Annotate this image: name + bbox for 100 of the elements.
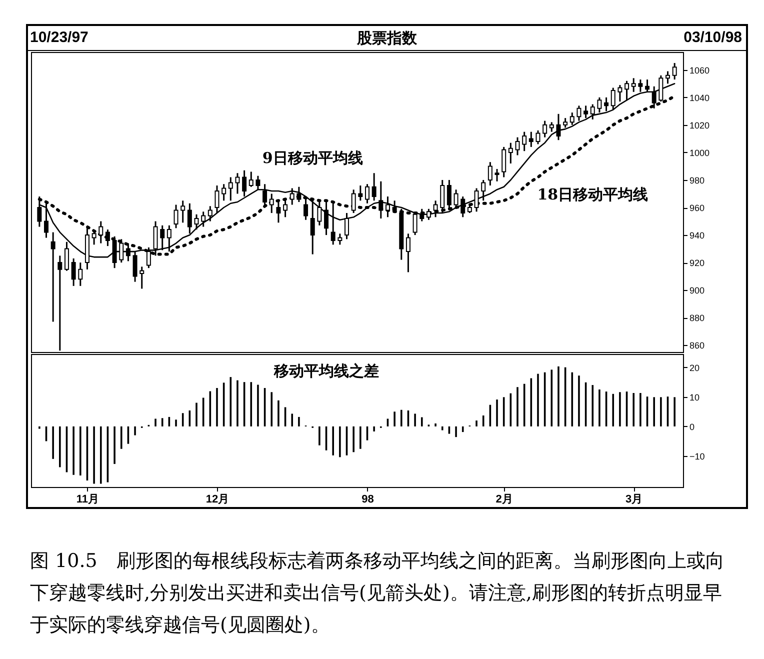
candlestick — [378, 180, 384, 220]
y-tick-label: 20 — [690, 362, 700, 373]
candlestick — [174, 204, 178, 229]
candlestick — [248, 170, 254, 188]
candlestick — [92, 230, 96, 246]
candlestick — [351, 188, 356, 214]
candlestick — [242, 170, 247, 198]
x-tick-label: 12月 — [206, 494, 230, 506]
candlestick — [528, 131, 534, 148]
candlestick — [208, 205, 212, 222]
candlestick — [446, 179, 452, 212]
candlestick — [672, 62, 677, 80]
candlestick — [590, 104, 595, 120]
candlestick — [194, 214, 199, 230]
candlestick — [536, 130, 540, 145]
candlestick — [631, 77, 636, 93]
candlestick — [597, 96, 602, 114]
candlestick — [666, 70, 670, 84]
candlestick — [618, 84, 622, 102]
y-tick-label: 0 — [690, 422, 695, 432]
candlestick — [344, 212, 350, 240]
candlestick — [283, 197, 288, 218]
candlestick — [570, 112, 574, 126]
caption: 图 10.5 刷形图的每根线段标志着两条移动平均线之间的距离。当刷形图向上或向下穿越零线时,分别发出买进和卖出信号(见箭头处)。请注意,刷形图的转折点明显早于实际的零线穿越信号(见圆圈处)。 — [30, 549, 726, 638]
candlestick — [488, 161, 492, 186]
candlestick — [576, 104, 582, 122]
y-tick-label: 1020 — [690, 120, 710, 130]
candlestick — [330, 202, 336, 246]
candlestick — [78, 262, 83, 287]
candlestick — [474, 187, 479, 212]
candlestick — [180, 200, 186, 224]
candlestick — [556, 113, 561, 141]
candlestick — [166, 224, 172, 252]
candlestick — [262, 183, 268, 207]
candlestick — [584, 104, 588, 119]
series-label: 9日移动平均线 — [262, 149, 363, 167]
candlestick — [460, 196, 466, 218]
y-tick-label: 10 — [690, 392, 700, 402]
series-label: 18日移动平均线 — [537, 186, 648, 204]
candlestick — [338, 232, 342, 246]
candlestick — [385, 196, 390, 218]
candlestick — [201, 210, 206, 228]
y-tick-label: 940 — [690, 230, 705, 241]
candlestick — [50, 232, 56, 322]
candlestick — [214, 184, 220, 214]
candlestick — [296, 186, 302, 203]
candlestick — [392, 200, 397, 214]
candlestick — [324, 200, 329, 236]
candlestick — [522, 131, 527, 152]
candlestick — [105, 228, 110, 247]
y-tick-label: 1000 — [690, 148, 710, 158]
candlestick — [406, 232, 410, 273]
candlestick — [412, 210, 418, 236]
candlestick — [317, 201, 322, 226]
candlestick — [433, 200, 438, 218]
candlestick — [372, 172, 376, 202]
candlestick — [269, 192, 274, 214]
x-tick-label: 11月 — [76, 494, 100, 506]
candlestick — [290, 187, 294, 206]
candlestick — [440, 179, 445, 214]
candlestick — [502, 146, 506, 178]
y-tick-label: 920 — [690, 258, 705, 268]
candlestick — [426, 208, 431, 221]
candlestick — [228, 176, 233, 202]
candlestick — [44, 200, 48, 239]
chart-title: 股票指数 — [357, 30, 417, 47]
candlestick — [494, 168, 500, 182]
candlestick — [610, 87, 616, 111]
x-tick-label: 98 — [362, 494, 374, 506]
y-tick-label: 1060 — [690, 65, 710, 76]
candlestick — [222, 183, 226, 202]
candlestick — [364, 183, 370, 204]
candlestick — [140, 266, 144, 290]
text: 10/23/97 — [30, 29, 88, 46]
y-tick-label: 900 — [690, 286, 705, 296]
candlestick — [454, 188, 458, 210]
y-tick-label: 1040 — [690, 92, 710, 103]
candlestick — [160, 224, 165, 251]
candlestick — [276, 201, 281, 224]
y-tick-label: 960 — [690, 203, 705, 214]
series-label: 移动平均线之差 — [272, 362, 379, 380]
candlestick — [515, 136, 520, 156]
y-tick-label: 980 — [690, 175, 705, 186]
candlestick — [98, 220, 104, 244]
candlestick — [256, 175, 260, 190]
candlestick — [358, 184, 363, 202]
candlestick — [563, 117, 568, 128]
y-tick-label: 880 — [690, 313, 705, 324]
candlestick — [467, 202, 472, 214]
y-tick-label: 860 — [690, 340, 705, 351]
x-tick-label: 2月 — [496, 494, 513, 506]
candlestick — [420, 208, 424, 222]
x-tick-label: 3月 — [626, 494, 643, 506]
candlestick — [604, 96, 609, 112]
candlestick — [187, 202, 192, 234]
candlestick — [235, 172, 240, 194]
candlestick — [508, 142, 513, 164]
candlestick — [549, 121, 554, 133]
text: 03/10/98 — [684, 29, 742, 46]
candlestick — [481, 179, 486, 202]
